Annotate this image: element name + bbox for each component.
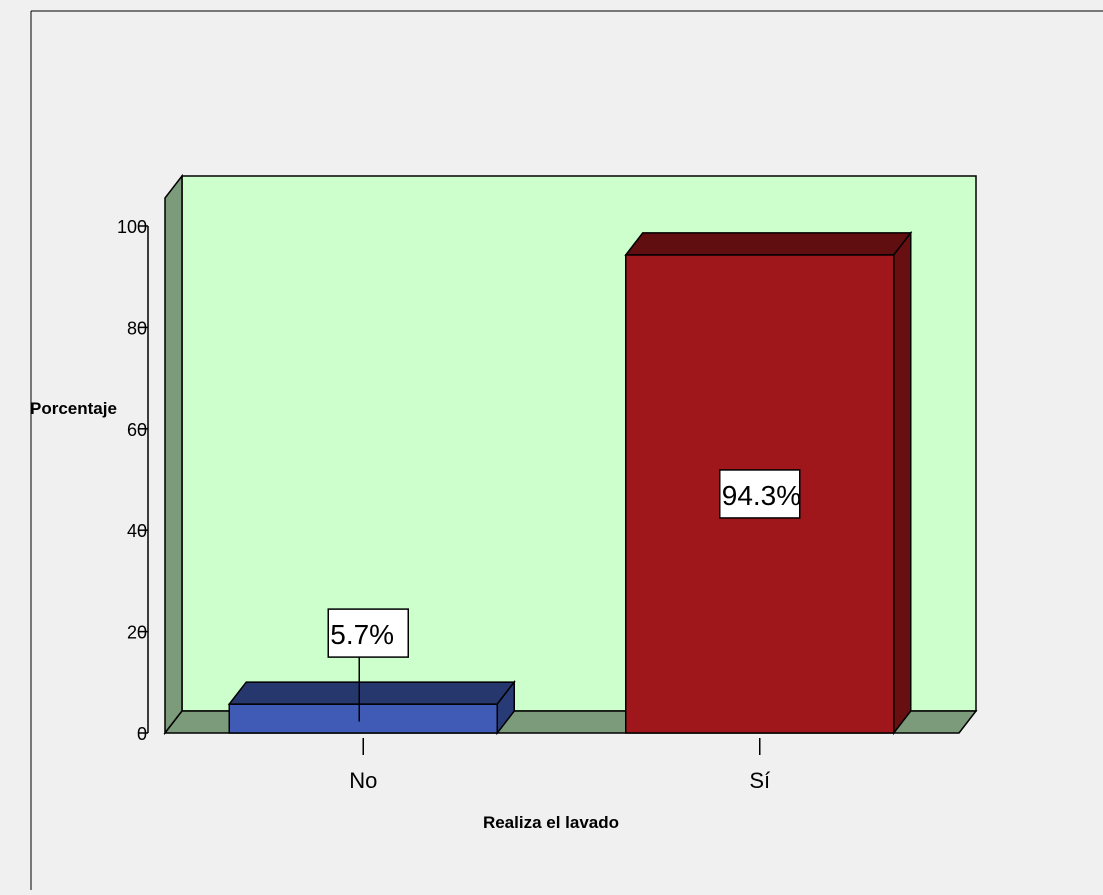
x-axis: No Sí [349,738,770,793]
y-tick-label: 40 [127,521,147,541]
bar-front-0 [228,703,498,734]
bar-side-1 [893,230,912,736]
bar-side-0 [496,679,515,736]
y-tick-label: 100 [117,217,147,237]
bar-top-0 [227,681,516,705]
y-tick-label: 80 [127,318,147,338]
plot-side-wall [164,173,183,736]
y-tick-label: 0 [137,724,147,744]
y-axis: 0 20 40 60 80 100 [117,217,149,744]
bar-top-1 [624,232,913,256]
y-tick-label: 20 [127,623,147,643]
y-axis-title: Porcentaje [30,399,117,418]
x-axis-title: Realiza el lavado [483,813,619,832]
x-tick-label: Sí [749,768,770,793]
data-label-box [327,608,409,658]
data-label: 5.7% [330,619,394,650]
data-label: 94.3% [722,480,801,511]
y-tick-label: 60 [127,420,147,440]
data-label-box [719,469,801,519]
data-labels-group: 5.7% 94.3% [327,469,801,722]
x-tick-label: No [349,768,377,793]
